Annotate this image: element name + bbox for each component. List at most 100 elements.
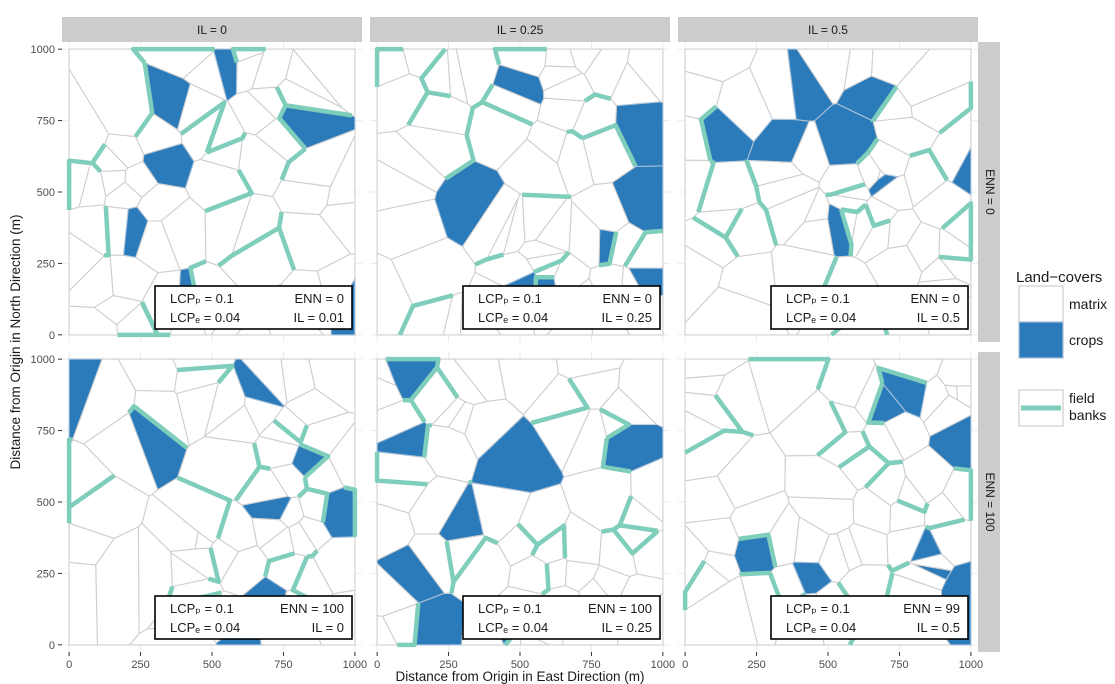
x-tick-label: 750	[890, 659, 908, 671]
column-strip	[62, 17, 362, 42]
column-strip-label: IL = 0	[197, 23, 227, 37]
il-label: IL = 0.5	[917, 310, 960, 325]
lcp-e-label: LCPₑ = 0.04	[478, 620, 548, 635]
y-tick-label: 750	[37, 426, 55, 438]
panels-layer: LCPₚ = 0.1 ENN = 0 LCPₑ = 0.04 IL = 0.01 0 25…	[31, 17, 1000, 671]
field-bank	[600, 437, 632, 474]
x-axis-title: Distance from Origin in East Direction (…	[395, 669, 644, 684]
y-tick-label: 500	[37, 187, 55, 199]
row-strip-label: ENN = 100	[983, 472, 997, 531]
x-tick-label: 750	[582, 659, 600, 671]
legend-title: Land−covers	[1016, 269, 1102, 286]
field-bank	[130, 46, 215, 65]
field-bank	[207, 547, 221, 584]
field-bank	[698, 104, 718, 162]
y-tick-label: 1000	[31, 354, 55, 366]
field-bank	[738, 570, 771, 577]
field-bank	[397, 603, 421, 648]
legend-key-crops	[1018, 321, 1064, 359]
field-bank	[179, 100, 227, 154]
x-tick-label: 500	[203, 659, 221, 671]
field-bank	[451, 535, 499, 584]
legend-label-field-banks-line1: field	[1069, 390, 1095, 406]
il-label: IL = 0.25	[602, 310, 652, 325]
y-tick-label: 0	[49, 330, 55, 342]
facet-panel: LCPₚ = 0.1 ENN = 99 LCPₑ = 0.04 IL = 0.5 0 25…	[677, 351, 983, 671]
field-bank	[540, 563, 551, 596]
column-strip	[678, 17, 978, 42]
legend-key-matrix	[1018, 285, 1064, 323]
crop-patch	[213, 48, 238, 102]
field-bank	[825, 182, 866, 197]
y-tick-label: 250	[37, 568, 55, 580]
matrix-patch	[803, 186, 830, 223]
field-bank	[474, 252, 505, 267]
x-tick-label: 500	[819, 659, 837, 671]
field-bank	[611, 528, 660, 556]
enn-label: ENN = 0	[911, 291, 961, 306]
matrix-patch	[423, 424, 479, 483]
field-bank	[622, 228, 664, 268]
field-bank	[757, 200, 779, 246]
field-bank	[409, 365, 460, 402]
matrix-patch	[717, 251, 778, 309]
matrix-patch	[408, 475, 470, 535]
field-bank	[66, 473, 116, 524]
field-bank	[176, 475, 233, 539]
lcp-p-label: LCPₚ = 0.1	[786, 601, 850, 616]
field-bank	[406, 90, 451, 127]
y-tick-label: 0	[49, 640, 55, 652]
field-bank	[296, 477, 310, 499]
field-bank	[206, 131, 248, 155]
column-strip	[370, 17, 670, 42]
field-bank	[422, 422, 433, 458]
field-bank	[581, 122, 638, 168]
field-bank	[566, 194, 572, 200]
matrix-patch	[564, 559, 600, 593]
row-strip	[978, 352, 1000, 652]
matrix-patch	[376, 562, 420, 617]
field-bank	[938, 81, 974, 135]
enn-label: ENN = 0	[603, 291, 653, 306]
crop-patch	[232, 358, 286, 408]
parameter-box	[154, 285, 353, 330]
field-bank	[276, 104, 308, 151]
field-bank	[713, 394, 755, 438]
field-bank	[66, 158, 91, 210]
lcp-e-label: LCPₑ = 0.04	[786, 620, 856, 635]
matrix-patch	[787, 496, 855, 536]
field-bank	[924, 517, 966, 531]
field-bank	[583, 92, 612, 103]
matrix-patch	[626, 48, 664, 103]
field-bank	[838, 208, 854, 257]
field-bank	[306, 486, 330, 523]
column-strip-label: IL = 0.25	[497, 23, 544, 37]
field-bank	[938, 248, 974, 262]
field-bank	[816, 400, 848, 458]
x-tick-label: 0	[682, 659, 688, 671]
y-tick-label: 250	[37, 258, 55, 270]
matrix-patch	[203, 404, 260, 444]
field-bank	[953, 466, 974, 521]
parameter-box	[770, 285, 969, 330]
field-bank	[566, 129, 584, 141]
field-bank	[696, 158, 716, 213]
x-tick-label: 1000	[343, 659, 367, 671]
field-bank	[397, 293, 454, 336]
field-bank	[419, 47, 447, 94]
x-tick-label: 500	[511, 659, 529, 671]
enn-label: ENN = 100	[280, 601, 344, 616]
matrix-patch	[526, 119, 568, 165]
facet-panel: LCPₚ = 0.1 ENN = 0 LCPₑ = 0.04 IL = 0.5	[677, 41, 979, 343]
field-bank	[233, 464, 271, 502]
matrix-patch	[238, 132, 290, 198]
legend-label-crops: crops	[1069, 332, 1103, 348]
facet-panel: LCPₚ = 0.1 ENN = 0 LCPₑ = 0.04 IL = 0.25	[369, 41, 671, 343]
lcp-p-label: LCPₚ = 0.1	[786, 291, 850, 306]
field-bank	[840, 202, 868, 215]
field-bank	[682, 559, 707, 611]
field-bank	[870, 85, 899, 124]
field-bank	[230, 46, 266, 63]
field-bank	[748, 356, 831, 391]
